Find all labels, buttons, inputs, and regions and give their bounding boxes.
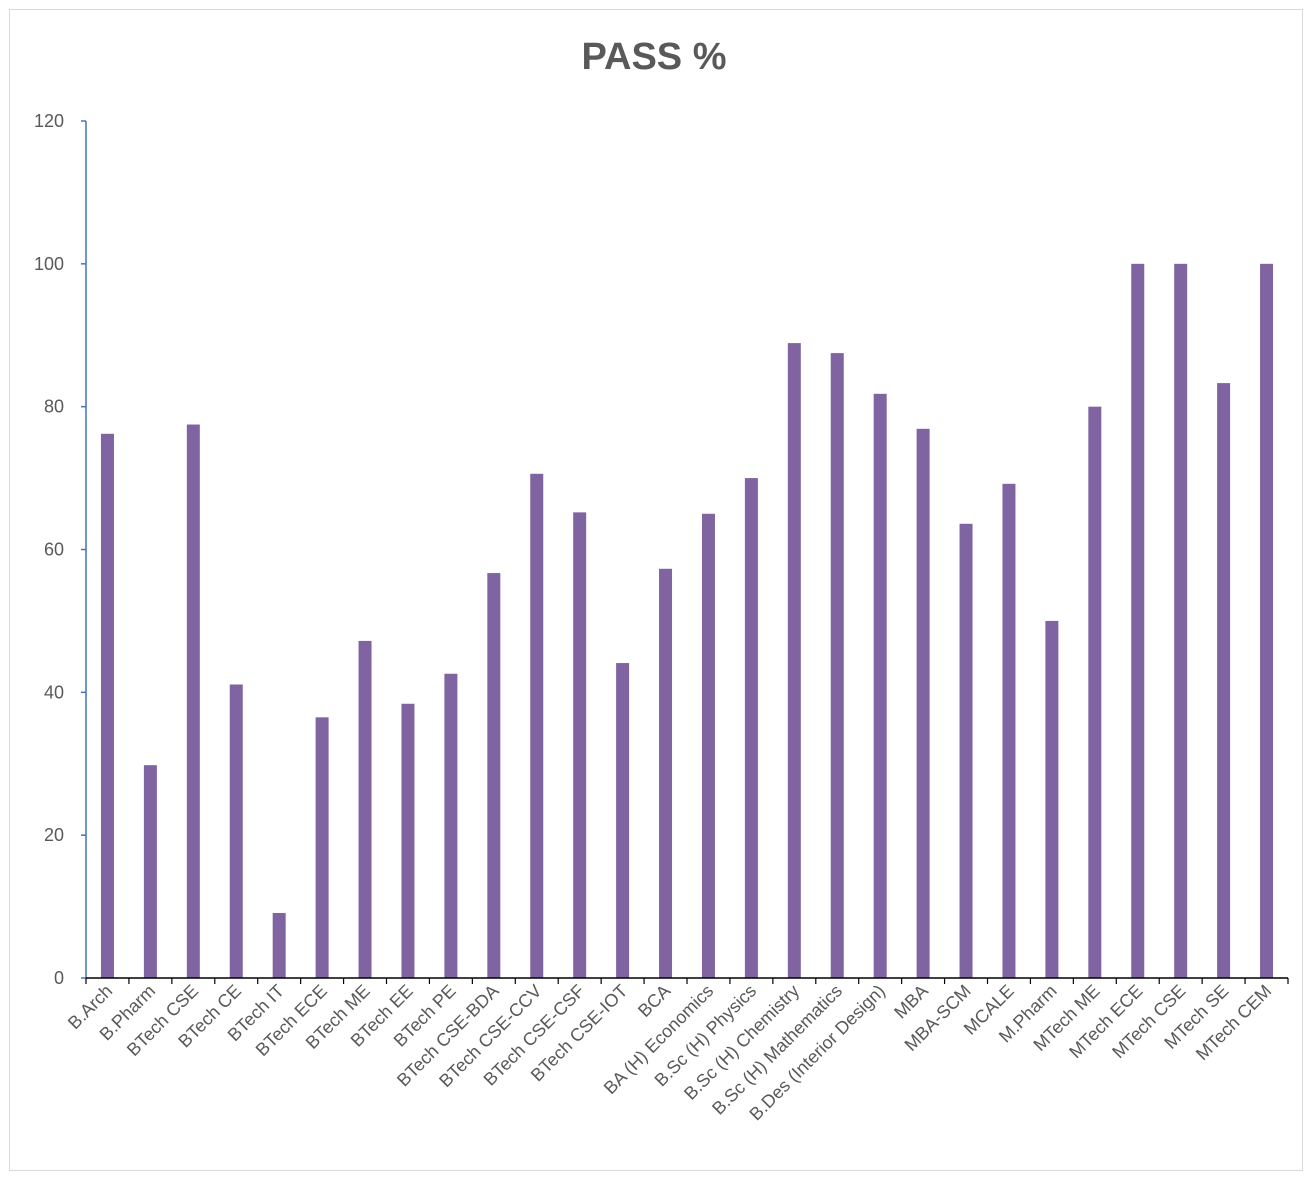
- bar: [143, 765, 157, 978]
- bar: [487, 573, 501, 978]
- bar: [787, 343, 801, 978]
- bar: [315, 717, 329, 978]
- y-ticks-group: 0 20 40 60 80 100 120: [34, 111, 86, 988]
- axes-group: [85, 121, 1288, 979]
- bar: [1131, 263, 1145, 979]
- bar: [229, 684, 243, 978]
- bar: [1260, 263, 1274, 979]
- bar: [659, 568, 673, 978]
- bar: [186, 424, 200, 978]
- bar: [530, 473, 544, 978]
- bar: [1174, 263, 1188, 979]
- bar: [100, 433, 114, 978]
- bar: [444, 673, 458, 978]
- bar: [873, 393, 887, 978]
- y-tick-label: 40: [44, 682, 64, 702]
- bar: [272, 913, 286, 978]
- bar: [959, 523, 973, 978]
- bar: [1217, 383, 1231, 979]
- chart-title: PASS %: [581, 36, 727, 78]
- y-tick-label: 20: [44, 825, 64, 845]
- bar: [573, 512, 587, 978]
- bar: [401, 703, 415, 978]
- bars-group: [100, 263, 1274, 979]
- bar: [830, 353, 844, 979]
- bar: [1045, 620, 1059, 978]
- y-tick-label: 0: [54, 968, 64, 988]
- y-tick-label: 60: [44, 540, 64, 560]
- bar: [744, 478, 758, 978]
- y-tick-label: 80: [44, 397, 64, 417]
- bar: [1002, 483, 1016, 978]
- bar: [1088, 406, 1102, 978]
- y-tick-label: 100: [34, 254, 64, 274]
- bar: [701, 513, 715, 978]
- y-tick-label: 120: [34, 111, 64, 131]
- bar: [916, 428, 930, 978]
- bar: [358, 640, 372, 978]
- bar: [616, 663, 630, 978]
